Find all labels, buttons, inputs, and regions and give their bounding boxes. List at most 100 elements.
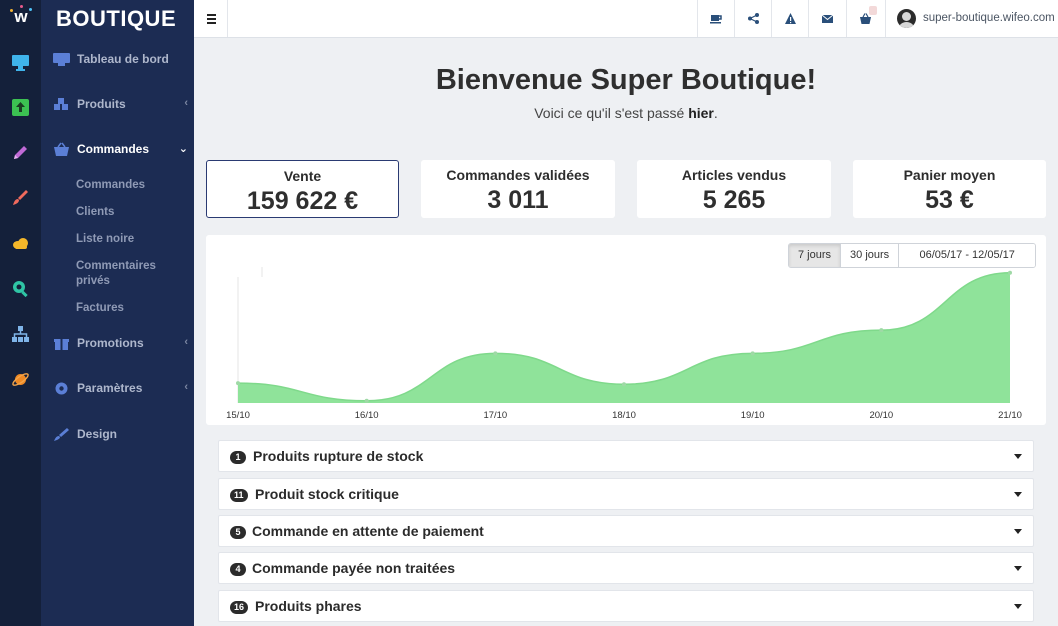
accordion-out-of-stock[interactable]: 1 Produits rupture de stock xyxy=(218,440,1034,472)
sidebar-item-label: Tableau de bord xyxy=(77,52,169,66)
count-badge: 4 xyxy=(230,563,246,576)
gear-icon xyxy=(55,382,68,394)
sidebar-item-label: Paramètres xyxy=(77,381,143,395)
accordion-title: Produits rupture de stock xyxy=(253,448,424,464)
count-badge: 5 xyxy=(230,526,246,539)
top-bar: super-boutique.wifeo.com xyxy=(194,0,1058,38)
chevron-left-icon: ‹ xyxy=(184,381,188,393)
avatar xyxy=(897,9,916,28)
count-badge: 1 xyxy=(230,451,246,464)
sidebar-subitem-orders[interactable]: Commandes xyxy=(76,179,146,191)
messages-button[interactable] xyxy=(808,0,845,37)
planet-icon[interactable] xyxy=(11,370,30,389)
chart-x-tick-label: 16/10 xyxy=(355,410,379,421)
sidebar-item-products[interactable]: Produits ‹ xyxy=(53,93,188,115)
chevron-left-icon: ‹ xyxy=(184,336,188,348)
sidebar-item-dashboard[interactable]: Tableau de bord xyxy=(53,48,188,70)
sidebar-item-design[interactable]: Design xyxy=(53,423,188,445)
sales-area-chart: 15/10 16/10 17/10 18/10 19/10 20/10 21/10 xyxy=(226,267,1022,421)
accordion-paid-unprocessed[interactable]: 4 Commande payée non traitées xyxy=(218,552,1034,584)
date-range-picker[interactable]: 06/05/17 - 12/05/17 xyxy=(899,244,1036,267)
user-name: super-boutique.wifeo.com xyxy=(923,12,1055,24)
accordion-title: Commande payée non traitées xyxy=(252,560,456,576)
chart-point xyxy=(622,382,626,387)
stat-card-sales[interactable]: Vente 159 622 € xyxy=(206,160,399,218)
user-menu[interactable]: super-boutique.wifeo.com xyxy=(885,0,1058,37)
cubes-icon xyxy=(54,97,68,110)
caret-down-icon xyxy=(1014,566,1022,571)
cart-button[interactable] xyxy=(846,0,883,37)
stat-card-average-basket[interactable]: Panier moyen 53 € xyxy=(853,160,1046,218)
count-badge: 11 xyxy=(230,489,248,502)
basket-icon xyxy=(54,142,69,156)
coffee-icon xyxy=(710,15,722,24)
range-30-days-button[interactable]: 30 jours xyxy=(841,244,900,267)
share-button[interactable] xyxy=(734,0,771,37)
chevron-down-icon: ⌄ xyxy=(178,143,188,155)
gift-icon xyxy=(54,338,69,350)
chart-x-tick-label: 17/10 xyxy=(483,410,507,421)
search-icon[interactable] xyxy=(11,279,30,298)
sidebar-item-label: Commandes xyxy=(77,142,150,156)
sidebar-subitem-invoices[interactable]: Factures xyxy=(76,302,124,314)
subtitle-end: . xyxy=(713,105,718,121)
stat-label: Commandes validées xyxy=(446,167,590,183)
stat-value: 3 011 xyxy=(487,186,549,214)
share-icon xyxy=(748,13,759,24)
wifeo-logo[interactable]: w xyxy=(8,5,34,28)
page-title: Bienvenue Super Boutique! xyxy=(435,64,817,96)
chart-x-tick-label: 20/10 xyxy=(869,410,893,421)
alerts-button[interactable] xyxy=(771,0,808,37)
icon-rail: w xyxy=(0,0,41,626)
subtitle-text: Voici ce qu'il s'est passé xyxy=(534,105,689,121)
accordion-top-products[interactable]: 16 Produits phares xyxy=(218,590,1034,622)
cloud-icon[interactable] xyxy=(11,234,30,253)
sidebar-item-settings[interactable]: Paramètres ‹ xyxy=(53,377,188,399)
brand-title: BOUTIQUE xyxy=(56,6,177,31)
chart-area-series xyxy=(238,272,1010,403)
accordion-critical-stock[interactable]: 11 Produit stock critique xyxy=(218,478,1034,510)
sidebar-subitem-clients[interactable]: Clients xyxy=(76,206,115,218)
chart-point xyxy=(750,351,755,356)
logo-letter: w xyxy=(14,7,28,26)
basket-icon xyxy=(860,13,871,24)
sidebar-item-orders[interactable]: Commandes ⌄ xyxy=(53,138,188,160)
sidebar-subitem-blacklist[interactable]: Liste noire xyxy=(76,233,135,245)
pencil-icon[interactable] xyxy=(11,143,30,162)
range-selector: 7 jours 30 jours 06/05/17 - 12/05/17 xyxy=(788,243,1037,268)
accordion-pending-payment[interactable]: 5 Commande en attente de paiement xyxy=(218,515,1034,547)
sidebar-item-label: Design xyxy=(77,427,118,441)
chart-x-tick-label: 19/10 xyxy=(741,410,765,421)
brush-icon xyxy=(54,427,69,441)
accordion-title: Commande en attente de paiement xyxy=(252,523,484,539)
stat-card-items-sold[interactable]: Articles vendus 5 265 xyxy=(637,160,831,218)
chart-point xyxy=(493,351,498,356)
stat-value: 5 265 xyxy=(702,186,766,214)
sales-chart-card: 15/10 16/10 17/10 18/10 19/10 20/10 21/10 7 jo… xyxy=(206,235,1046,425)
brush-icon[interactable] xyxy=(11,188,30,207)
chart-x-tick-label: 15/10 xyxy=(226,410,250,421)
cart-badge xyxy=(869,6,877,15)
chart-x-tick-label: 18/10 xyxy=(612,410,636,421)
menu-toggle-button[interactable] xyxy=(194,0,228,37)
accordion-title: Produit stock critique xyxy=(255,486,399,502)
sidebar-item-promotions[interactable]: Promotions ‹ xyxy=(53,332,188,354)
stat-label: Articles vendus xyxy=(681,167,787,183)
stat-label: Vente xyxy=(283,168,322,184)
coffee-button[interactable] xyxy=(697,0,734,37)
stat-card-validated-orders[interactable]: Commandes validées 3 011 xyxy=(421,160,615,218)
sidebar-subitem-private-comments[interactable]: Commentaires privés xyxy=(76,260,156,287)
sitemap-icon[interactable] xyxy=(11,325,30,344)
caret-down-icon xyxy=(1014,529,1022,534)
accordion-title: Produits phares xyxy=(255,598,362,614)
stat-value: 159 622 € xyxy=(246,187,359,215)
stat-value: 53 € xyxy=(925,186,974,214)
monitor-icon[interactable] xyxy=(11,53,30,72)
upload-icon[interactable] xyxy=(11,98,30,117)
chart-point xyxy=(879,328,884,333)
chart-point xyxy=(236,381,240,386)
envelope-icon xyxy=(821,14,834,23)
stat-label: Panier moyen xyxy=(903,167,996,183)
range-7-days-button[interactable]: 7 jours xyxy=(789,244,842,267)
monitor-icon xyxy=(53,52,70,66)
